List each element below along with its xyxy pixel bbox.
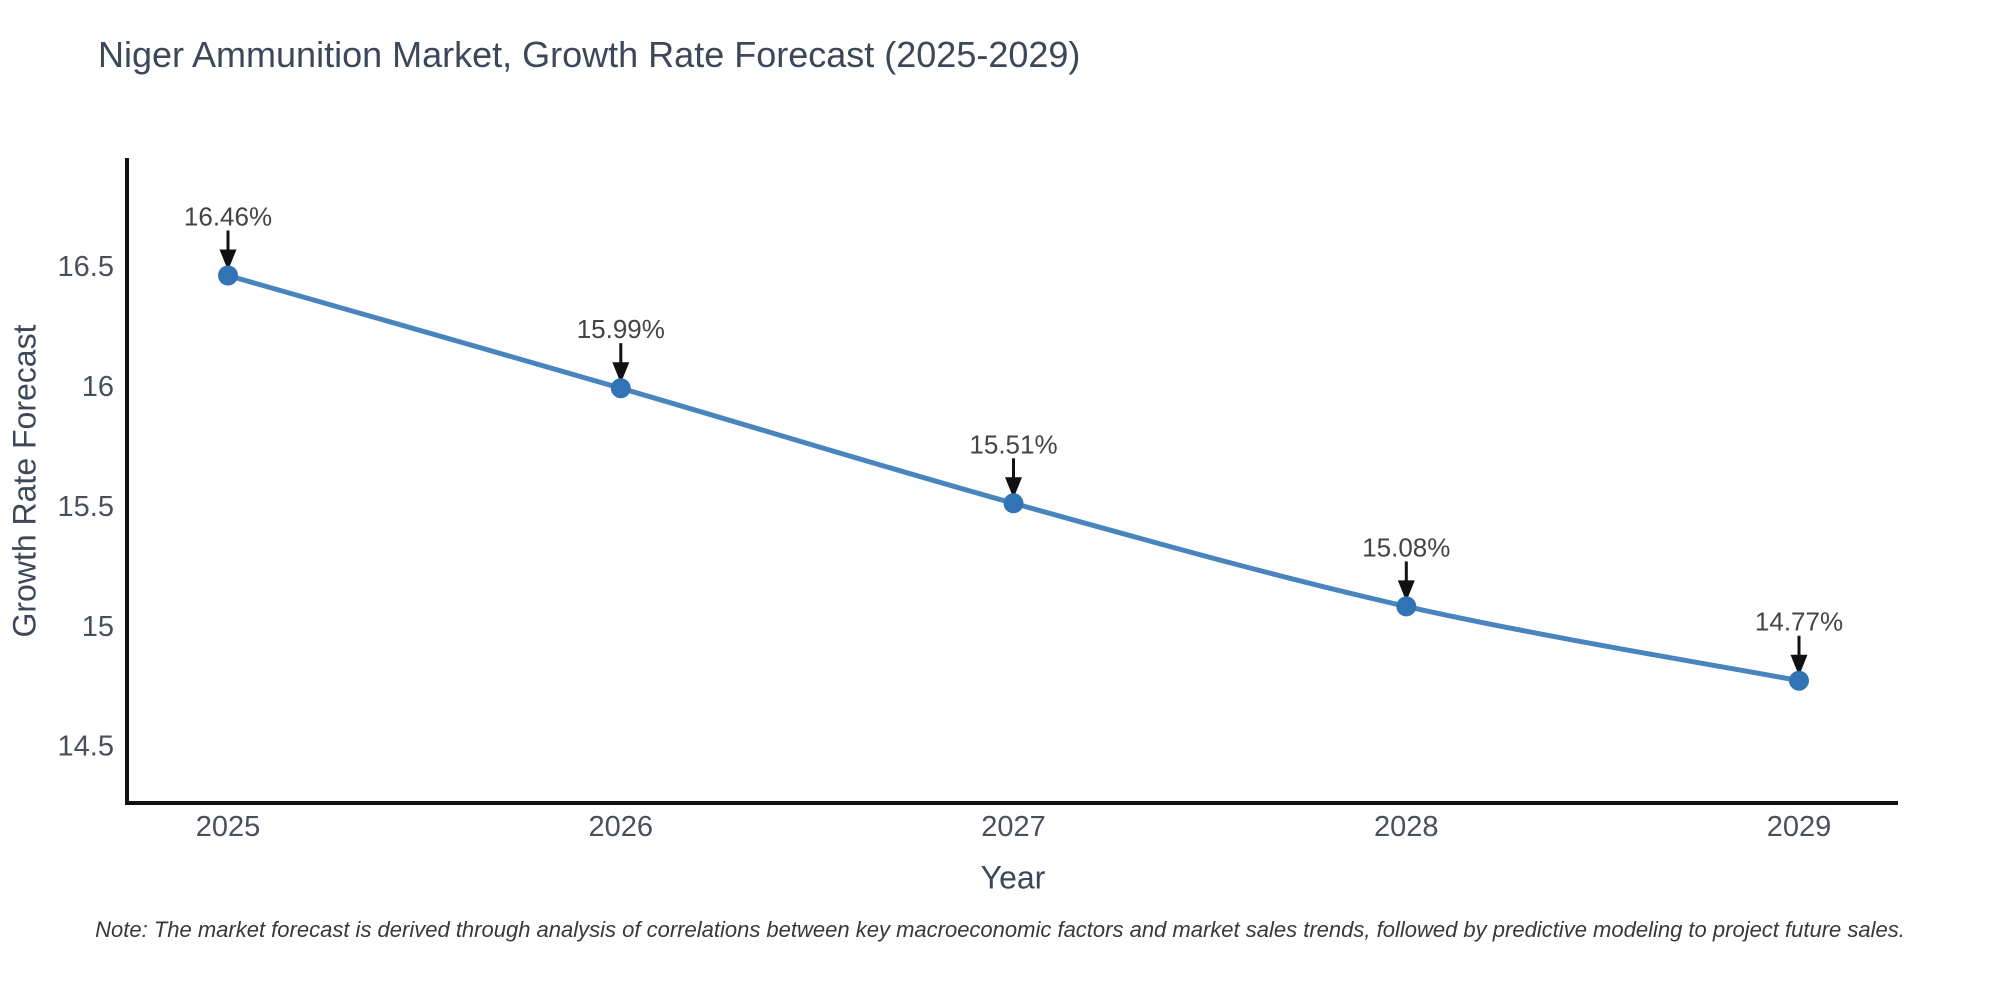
annotation-label: 15.08% [1362, 532, 1450, 562]
data-point-marker[interactable] [610, 378, 631, 399]
annotation-label: 14.77% [1755, 607, 1843, 637]
data-point-marker[interactable] [1396, 596, 1417, 617]
data-point-marker[interactable] [218, 265, 238, 286]
x-axis-tick-label: 2029 [1767, 811, 1832, 843]
annotation-arrowhead [612, 362, 630, 384]
annotation-arrowhead [1790, 654, 1808, 676]
annotation-arrowhead [1005, 477, 1022, 499]
y-axis-tick-label: 15 [82, 611, 114, 643]
data-point-marker[interactable] [1789, 670, 1809, 691]
annotation-arrowhead [219, 249, 237, 271]
data-point-marker[interactable] [1003, 493, 1024, 514]
x-axis-tick-label: 2027 [981, 811, 1046, 843]
x-axis-tick-label: 2028 [1374, 811, 1439, 843]
y-axis-tick-label: 14.5 [58, 731, 114, 763]
y-axis-tick-label: 16 [82, 371, 114, 403]
x-axis-tick-label: 2025 [196, 811, 261, 843]
axis-lines [125, 158, 1898, 805]
annotation-label: 15.51% [969, 429, 1057, 459]
annotation-arrowhead [1397, 580, 1415, 602]
annotation-label: 15.99% [577, 314, 665, 344]
chart-title: Niger Ammunition Market, Growth Rate For… [98, 34, 1081, 75]
x-axis-tick-label: 2026 [589, 811, 654, 843]
annotation-label: 16.46% [184, 202, 272, 232]
x-axis-title: Year [980, 859, 1046, 896]
y-axis-tick-label: 16.5 [58, 251, 114, 283]
chart-footnote: Note: The market forecast is derived thr… [95, 917, 1905, 942]
y-axis-tick-label: 15.5 [58, 491, 114, 523]
